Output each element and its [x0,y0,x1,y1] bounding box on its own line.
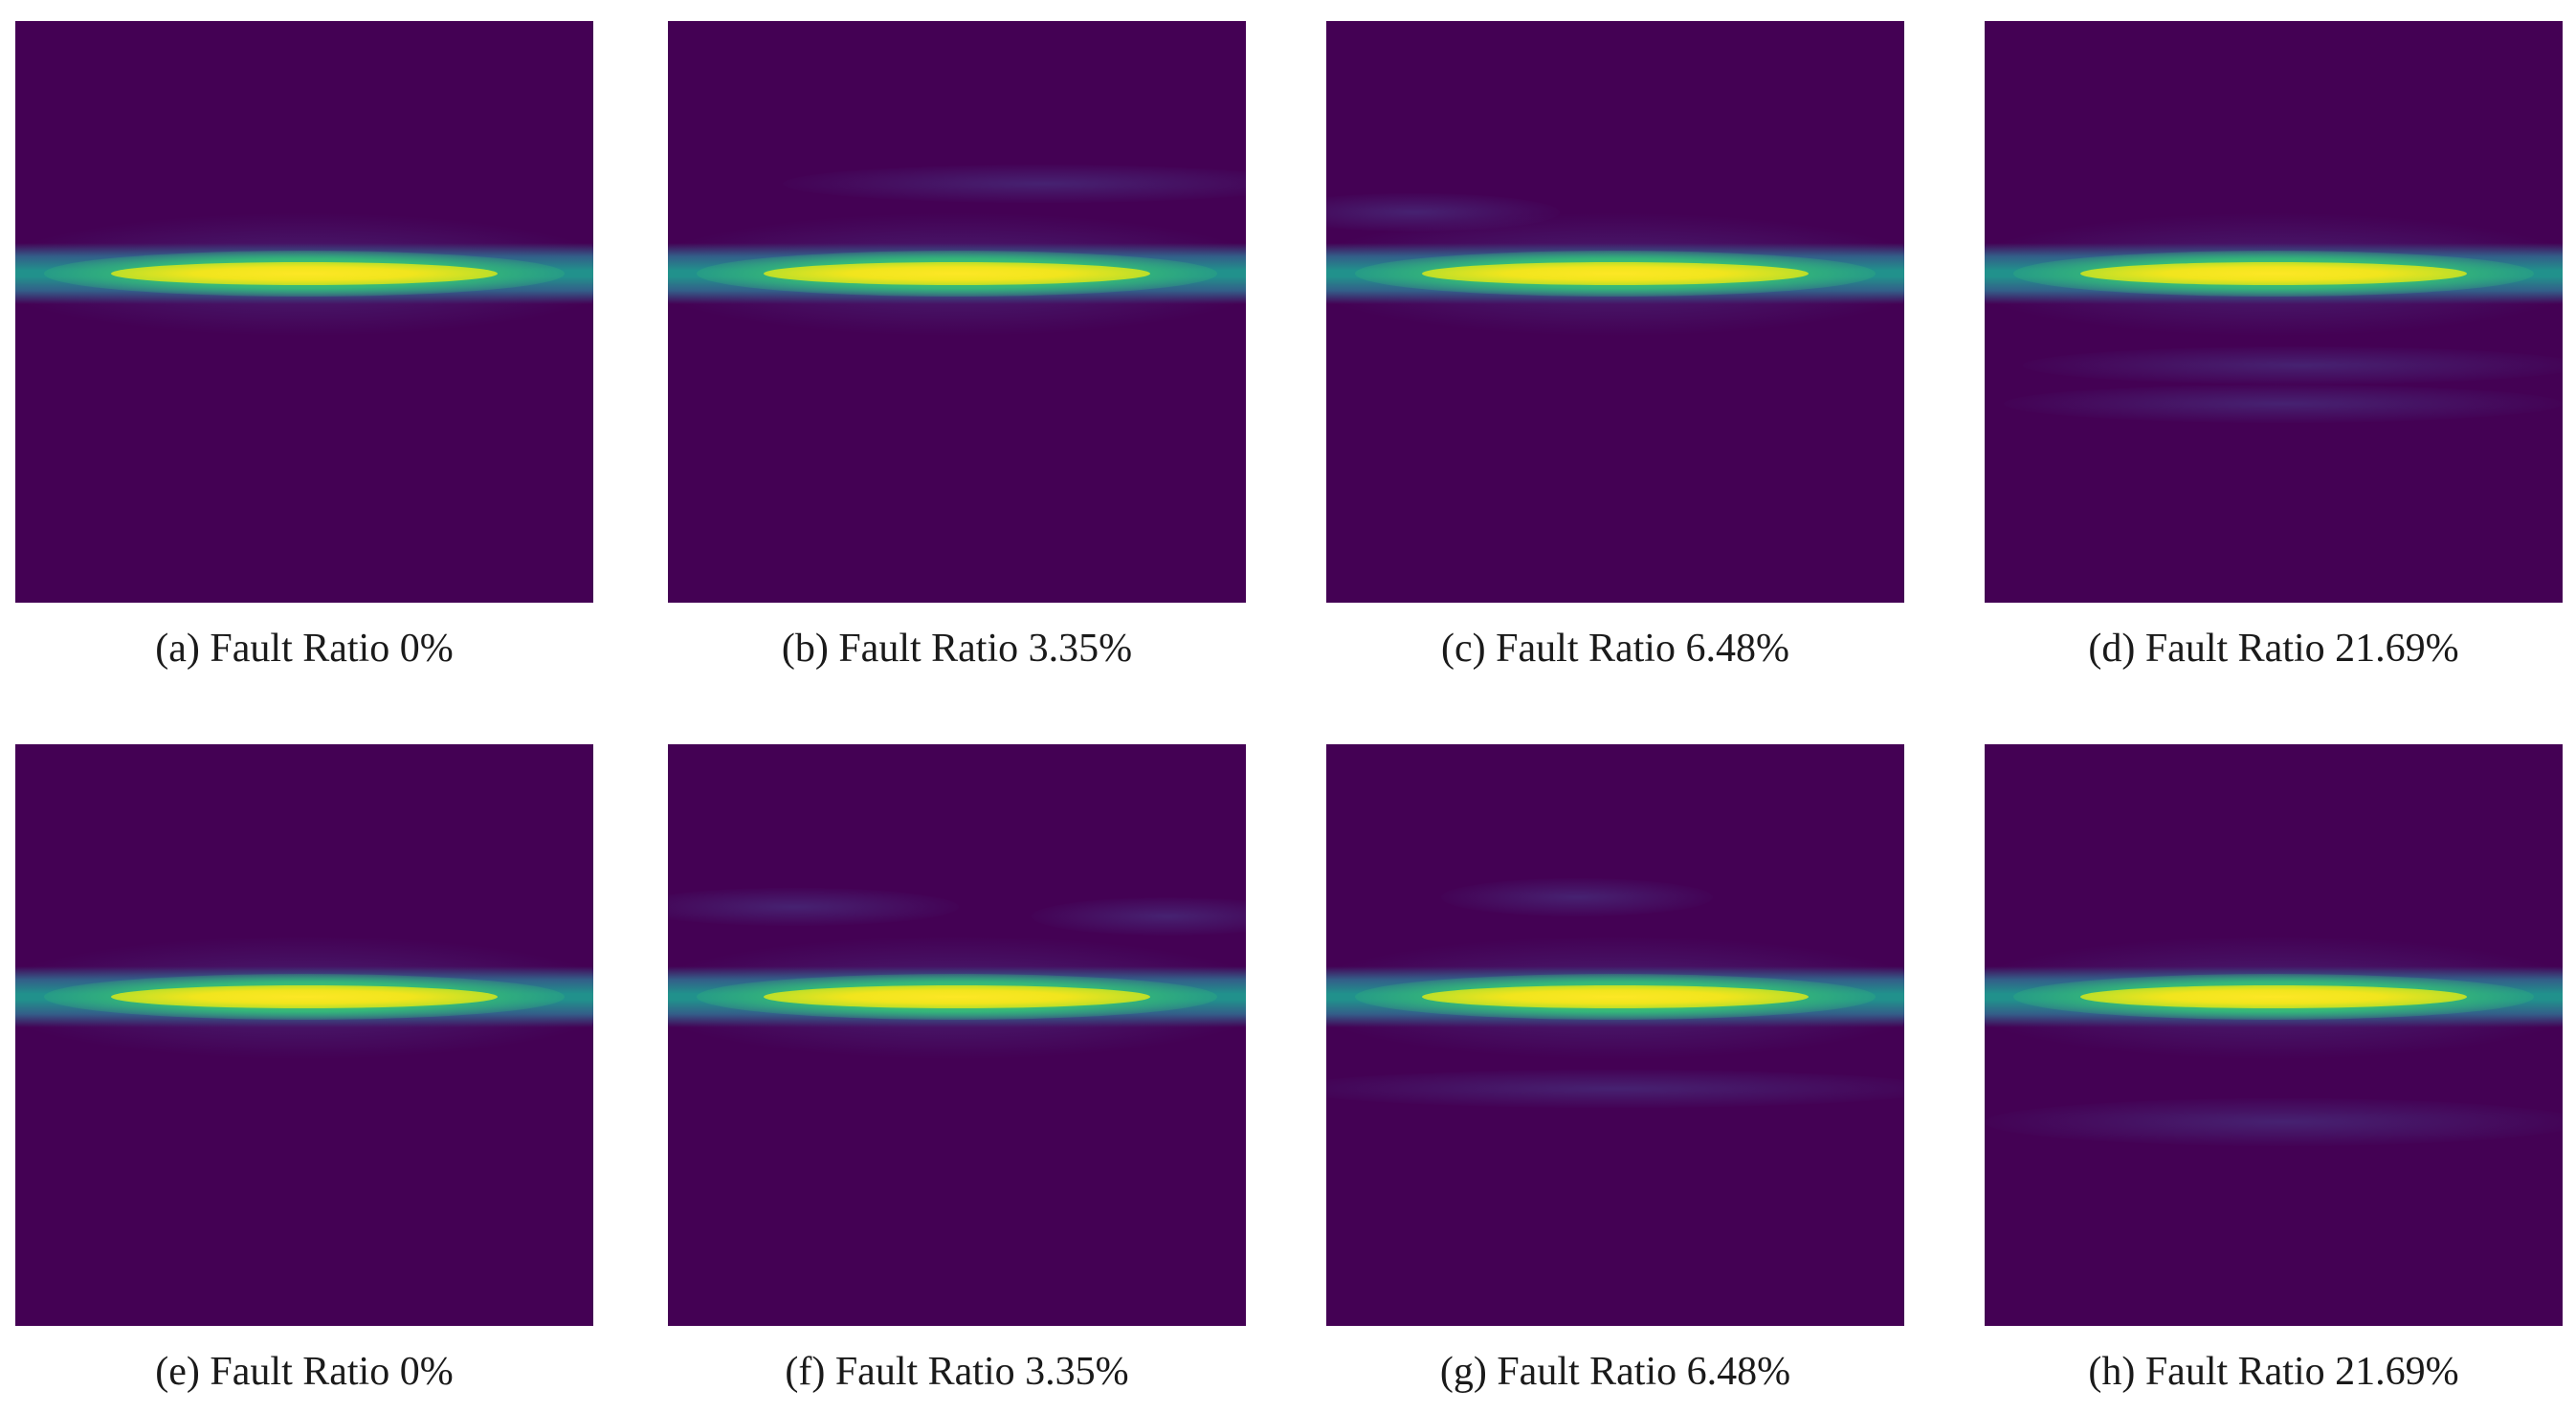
panel-caption: (b) Fault Ratio 3.35% [781,627,1133,671]
panel-caption: (f) Fault Ratio 3.35% [785,1350,1129,1394]
heatmap-image [1326,744,1904,1326]
heatmap-image [668,21,1246,603]
panel-h: (h) Fault Ratio 21.69% [1985,744,2563,1394]
heatmap-image [1985,21,2563,603]
panel-caption: (g) Fault Ratio 6.48% [1439,1350,1791,1394]
panel-caption: (h) Fault Ratio 21.69% [2088,1350,2459,1394]
panel-c: (c) Fault Ratio 6.48% [1326,21,1904,671]
panel-b: (b) Fault Ratio 3.35% [668,21,1246,671]
panel-caption: (d) Fault Ratio 21.69% [2088,627,2459,671]
heatmap-image [1985,744,2563,1326]
panel-g: (g) Fault Ratio 6.48% [1326,744,1904,1394]
panel-a: (a) Fault Ratio 0% [15,21,593,671]
panel-caption: (c) Fault Ratio 6.48% [1441,627,1789,671]
heatmap-image [1326,21,1904,603]
panel-caption: (a) Fault Ratio 0% [155,627,454,671]
panel-e: (e) Fault Ratio 0% [15,744,593,1394]
panel-caption: (e) Fault Ratio 0% [155,1350,454,1394]
panel-f: (f) Fault Ratio 3.35% [668,744,1246,1394]
heatmap-image [15,21,593,603]
heatmap-image [668,744,1246,1326]
heatmap-image [15,744,593,1326]
panel-d: (d) Fault Ratio 21.69% [1985,21,2563,671]
